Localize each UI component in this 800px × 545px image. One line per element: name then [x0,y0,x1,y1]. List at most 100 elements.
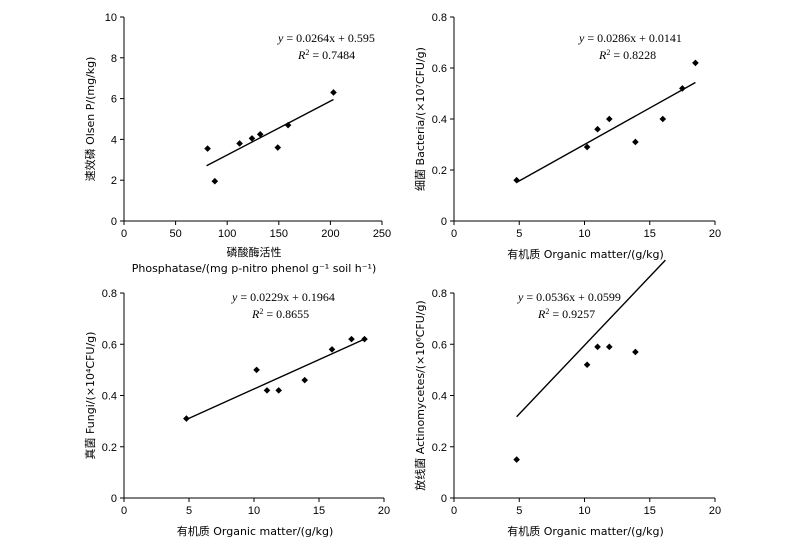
r-superscript: 2 [545,307,549,316]
r-symbol: R [537,307,546,321]
x-tick-label: 10 [578,505,590,517]
data-point [594,343,601,351]
x-axis-label: 有机质 Organic matter/(g/kg) [507,247,663,261]
r-squared-value: = 0.8655 [263,307,309,321]
data-point [361,335,368,343]
regression-equation: y = 0.0229x + 0.1964 [231,290,335,304]
x-tick-label: 200 [321,228,339,240]
y-tick-label: 0 [111,216,117,228]
equation-y-symbol: y [277,31,284,45]
y-tick-label: 0.8 [432,12,447,24]
panel-3: 0 5 10 15 20 0 0.2 0.4 0.6 0.8 y = 0.0229x + 0.196… [83,288,390,538]
y-tick-label: 8 [111,53,117,65]
data-point [284,121,292,129]
x-tick-label: 15 [644,505,656,517]
y-tick-label: 0 [441,493,447,505]
x-axis-label: 有机质 Organic matter/(g/kg) [177,524,333,538]
data-point [348,335,355,343]
data-point [328,346,336,353]
y-axis-label: 放线菌 Actinomycetes/(×10⁶CFU/g) [413,300,427,490]
r-superscript: 2 [259,307,263,316]
data-point [263,387,271,394]
equation-y-symbol: y [231,290,238,304]
r-squared-value: = 0.7484 [309,48,355,62]
fit-line [186,338,365,421]
x-tick-label: 50 [169,228,181,240]
y-tick-label: 0.2 [102,442,117,454]
data-point [204,145,211,152]
regression-equation: y = 0.0286x + 0.0141 [578,31,682,45]
x-tick-label: 5 [516,505,522,517]
x-tick-label: 5 [186,505,192,517]
r-squared-value: = 0.9257 [549,307,595,321]
r-symbol: R [297,48,306,62]
x-tick-label: 20 [709,505,721,517]
y-tick-label: 0.2 [432,442,447,454]
data-point [183,415,190,422]
data-point [256,131,264,138]
y-axis-label: 真菌 Fungi/(×10⁴CFU/g) [83,332,97,460]
x-axis-label: Phosphatase/(mg p-nitro phenol g⁻¹ soil … [132,262,377,275]
fit-line [206,98,334,167]
x-tick-label: 150 [270,228,288,240]
equation-text: = 0.0286x + 0.0141 [584,31,682,45]
x-tick-label: 20 [709,228,721,240]
r-superscript: 2 [305,48,309,57]
y-tick-label: 0.2 [432,165,447,177]
equation-text: = 0.0536x + 0.0599 [523,290,621,304]
data-point [632,348,639,356]
data-point [211,177,219,185]
regression-equation: y = 0.0536x + 0.0599 [517,290,621,304]
y-tick-label: 2 [111,175,117,187]
data-point [679,85,686,92]
regression-equation: y = 0.0264x + 0.595 [277,31,375,45]
r-squared: R2 = 0.7484 [297,48,355,63]
y-tick-label: 6 [111,94,117,106]
fit-line [516,81,696,184]
y-tick-label: 0.4 [432,114,447,126]
r-symbol: R [598,48,607,62]
r-squared: R2 = 0.8655 [251,307,309,322]
r-symbol: R [251,307,260,321]
equation-text: = 0.0264x + 0.595 [283,31,375,45]
x-tick-label: 5 [516,228,522,240]
data-point [513,176,520,184]
y-tick-label: 0.8 [102,288,117,300]
y-tick-label: 0.4 [432,391,447,403]
equation-y-symbol: y [578,31,585,45]
data-point [659,115,667,123]
x-tick-label: 15 [644,228,656,240]
x-tick-label: 100 [218,228,236,240]
data-point [513,456,520,463]
y-tick-label: 10 [105,12,117,24]
y-tick-label: 0 [111,493,117,505]
r-squared: R2 = 0.9257 [537,307,595,322]
data-point [583,143,591,151]
y-axis-label: 细菌 Bacteria/(×10⁷CFU/g) [414,47,427,191]
x-tick-label: 0 [451,228,457,240]
fit-line [516,259,666,418]
y-tick-label: 0 [441,216,447,228]
data-point [330,89,337,96]
data-point [236,140,243,147]
panel-1: 0 50 100 150 200 250 0 2 4 6 8 10 y = 0.0264x + 0.59… [83,12,391,275]
data-point [275,387,282,394]
x-axis-label: 有机质 Organic matter/(g/kg) [507,524,663,538]
y-tick-label: 4 [111,134,117,146]
r-squared-value: = 0.8228 [610,48,656,62]
y-axis-label: 速效磷 Olsen P/(mg/kg) [83,57,97,182]
data-point [632,138,639,146]
panel-2: 0 5 10 15 20 0 0.2 0.4 0.6 0.8 y = 0.0286x + 0.014… [414,12,721,261]
y-tick-label: 0.4 [102,391,117,403]
x-tick-label: 10 [578,228,590,240]
x-tick-label: 20 [378,505,390,517]
x-tick-label: 15 [313,505,325,517]
data-point [692,59,699,67]
data-point [248,135,256,142]
data-point [253,366,260,374]
x-tick-label: 0 [451,505,457,517]
data-point [605,343,613,351]
y-tick-label: 0.6 [432,339,447,351]
x-tick-label: 0 [121,505,127,517]
